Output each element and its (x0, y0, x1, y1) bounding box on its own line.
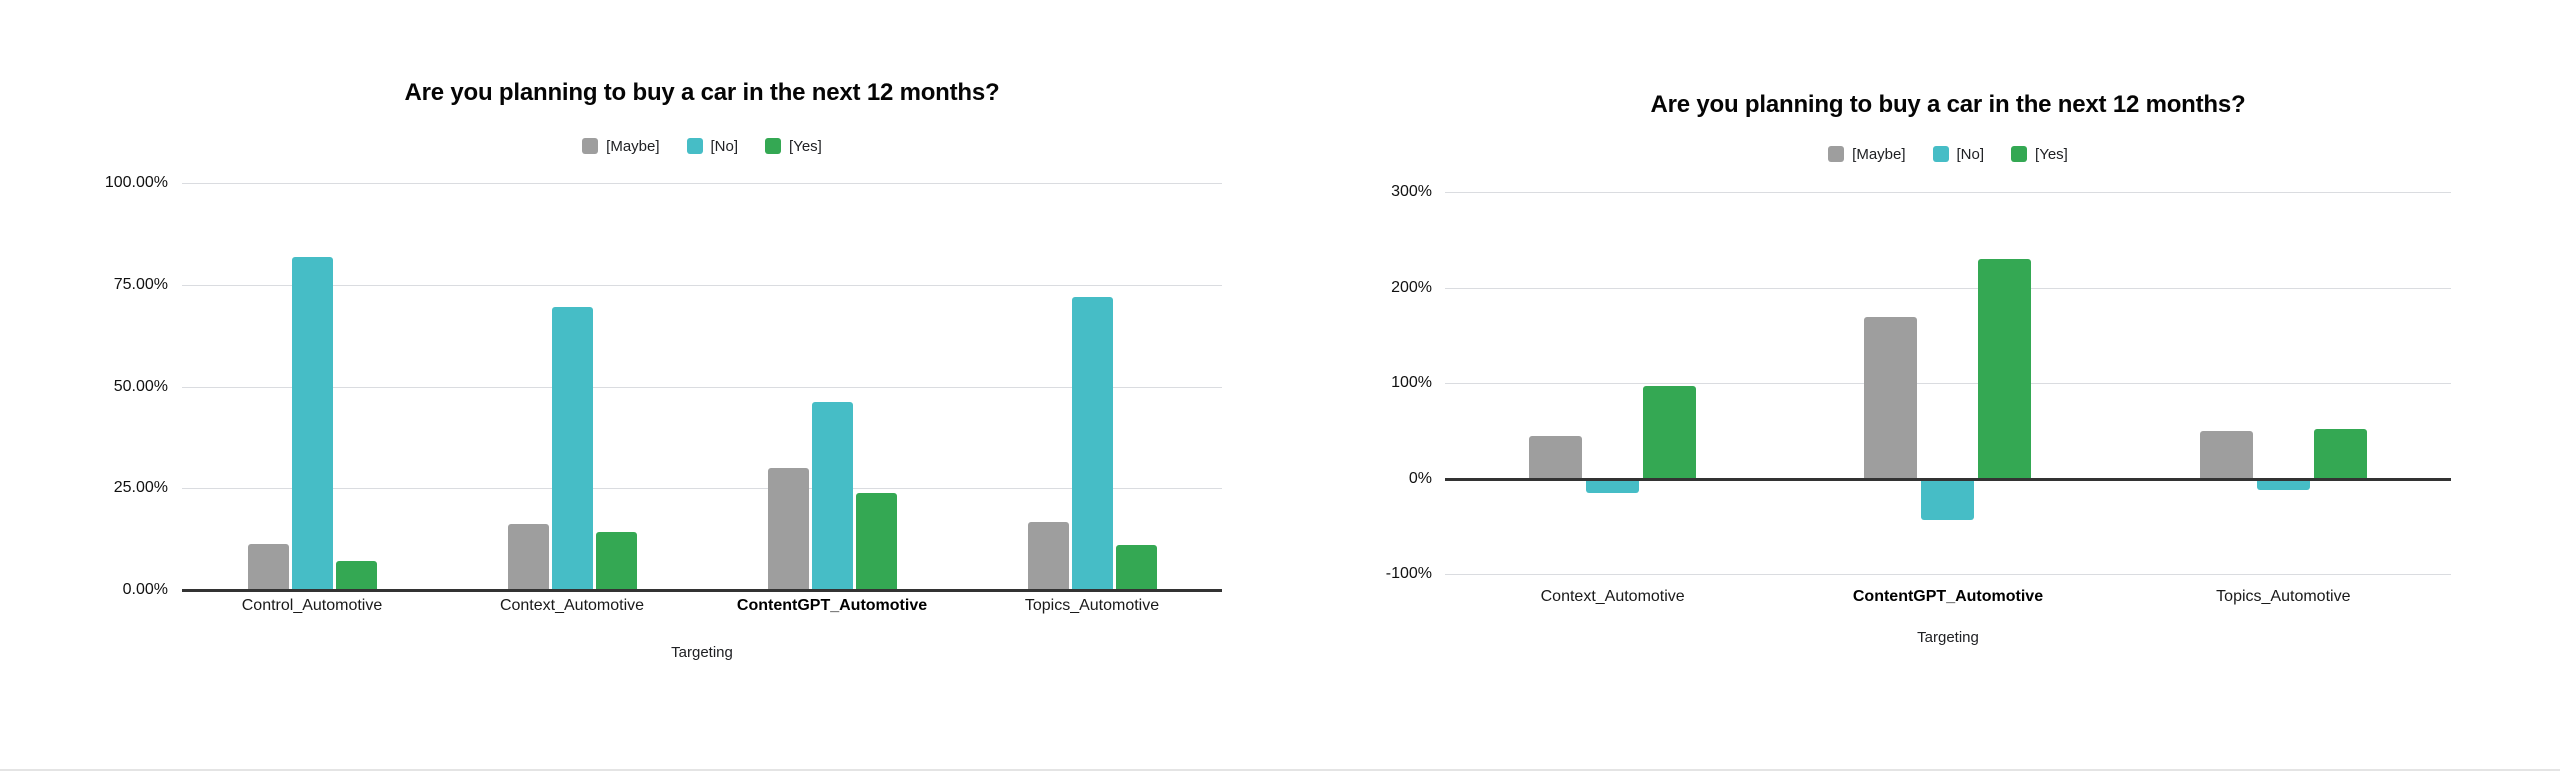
bar-topics-automotive-yes[interactable] (1115, 545, 1157, 590)
y-tick-label: 0.00% (122, 581, 168, 598)
bar-context-automotive-yes[interactable] (1643, 386, 1697, 479)
bar-context-automotive-no[interactable] (1586, 479, 1640, 493)
category-group-control-automotive (182, 183, 442, 590)
x-category-label-control-automotive: Control_Automotive (241, 597, 383, 614)
x-category-label-contentgpt-automotive: ContentGPT_Automotive (1852, 588, 2044, 605)
category-group-topics-automotive (2116, 192, 2451, 574)
x-axis-labels: Control_Automotive Context_Automotive Cont… (182, 597, 1222, 615)
y-tick-label: 100.00% (104, 174, 168, 191)
bar-control-automotive-maybe[interactable] (247, 544, 289, 590)
chart-survey-share[interactable]: Are you planning to buy a car in the nex… (60, 0, 1260, 700)
legend-swatch-no (1932, 146, 1949, 162)
legend-item-no[interactable]: [No] (1932, 145, 1985, 163)
legend-label: [No] (1956, 145, 1985, 163)
legend-label: [Maybe] (606, 137, 660, 155)
bar-context-automotive-maybe[interactable] (507, 524, 549, 590)
legend-item-yes[interactable]: [Yes] (765, 138, 822, 155)
legend-swatch-yes (2011, 146, 2028, 162)
legend-item-yes[interactable]: [Yes] (2011, 146, 2068, 163)
y-tick-label: 50.00% (113, 378, 168, 395)
chart-title: Are you planning to buy a car in the nex… (404, 79, 1000, 106)
bar-context-automotive-maybe[interactable] (1529, 436, 1583, 479)
y-tick-label: -100% (1385, 565, 1432, 582)
bar-topics-automotive-no[interactable] (2256, 479, 2310, 490)
x-axis-title: Targeting (1917, 629, 1979, 646)
legend-label: [No] (710, 137, 739, 155)
bar-context-automotive-yes[interactable] (595, 532, 637, 590)
bar-context-automotive-no[interactable] (551, 307, 593, 590)
x-axis-title: Targeting (671, 644, 733, 661)
x-axis-labels: Context_Automotive ContentGPT_Automotive T… (1445, 588, 2451, 606)
legend-label: [Maybe] (1852, 145, 1906, 163)
category-group-contentgpt-automotive (1780, 192, 2115, 574)
plot-area (1445, 192, 2451, 575)
y-tick-label: 100% (1391, 374, 1432, 391)
y-tick-label: 200% (1391, 279, 1432, 296)
legend-item-maybe[interactable]: [Maybe] (1828, 145, 1906, 163)
gridline (1445, 574, 2451, 575)
gridline (182, 387, 1222, 388)
bar-slots (1445, 192, 2451, 574)
y-tick-label: 25.00% (113, 479, 168, 496)
gridline (182, 488, 1222, 489)
gridline (1445, 383, 2451, 384)
legend-swatch-maybe (1828, 146, 1845, 162)
y-tick-label: 300% (1391, 183, 1432, 200)
x-category-label-topics-automotive: Topics_Automotive (1024, 597, 1160, 614)
legend-item-no[interactable]: [No] (686, 137, 739, 155)
bar-contentgpt-automotive-no[interactable] (811, 402, 853, 590)
bar-contentgpt-automotive-yes[interactable] (1978, 259, 2032, 479)
bottom-divider (0, 769, 2560, 771)
y-axis-labels: 100.00% 75.00% 50.00% 25.00% 0.00% (60, 174, 168, 598)
y-axis-labels: 300% 200% 100% 0% -100% (1340, 183, 1432, 582)
bar-slots (182, 183, 1222, 590)
plot-area (182, 183, 1222, 592)
category-group-topics-automotive (962, 183, 1222, 590)
x-category-label-context-automotive: Context_Automotive (1540, 588, 1685, 605)
bar-contentgpt-automotive-maybe[interactable] (1864, 317, 1918, 479)
gridline (1445, 288, 2451, 289)
chart-survey-lift[interactable]: Are you planning to buy a car in the nex… (1340, 0, 2510, 700)
gridline (182, 285, 1222, 286)
legend: [Maybe] [No] [Yes] (1445, 143, 2451, 165)
bar-control-automotive-yes[interactable] (335, 561, 377, 590)
gridline (1445, 192, 2451, 193)
bar-control-automotive-no[interactable] (291, 257, 333, 590)
chart-title: Are you planning to buy a car in the nex… (1650, 91, 2246, 118)
gridline (182, 183, 1222, 184)
y-tick-label: 75.00% (113, 276, 168, 293)
bar-topics-automotive-yes[interactable] (2313, 429, 2367, 479)
legend-swatch-yes (765, 138, 782, 154)
legend-label: [Yes] (789, 137, 822, 155)
x-category-label-topics-automotive: Topics_Automotive (2216, 588, 2351, 605)
category-group-contentgpt-automotive (702, 183, 962, 590)
x-category-label-context-automotive: Context_Automotive (499, 597, 645, 614)
legend-swatch-maybe (582, 138, 599, 154)
legend-label: [Yes] (2035, 145, 2068, 163)
x-axis-line (1445, 478, 2451, 481)
category-group-context-automotive (442, 183, 702, 590)
bar-contentgpt-automotive-maybe[interactable] (767, 468, 809, 590)
y-tick-label: 0% (1408, 470, 1432, 487)
bar-contentgpt-automotive-yes[interactable] (855, 493, 897, 590)
bar-topics-automotive-no[interactable] (1071, 297, 1113, 590)
bar-topics-automotive-maybe[interactable] (1027, 522, 1069, 590)
x-axis-line (182, 589, 1222, 592)
bar-topics-automotive-maybe[interactable] (2199, 431, 2253, 479)
legend-swatch-no (686, 138, 703, 154)
category-group-context-automotive (1445, 192, 1780, 574)
x-category-label-contentgpt-automotive: ContentGPT_Automotive (736, 597, 928, 614)
legend-item-maybe[interactable]: [Maybe] (582, 137, 660, 155)
bar-contentgpt-automotive-no[interactable] (1921, 479, 1975, 520)
legend: [Maybe] [No] [Yes] (182, 135, 1222, 157)
